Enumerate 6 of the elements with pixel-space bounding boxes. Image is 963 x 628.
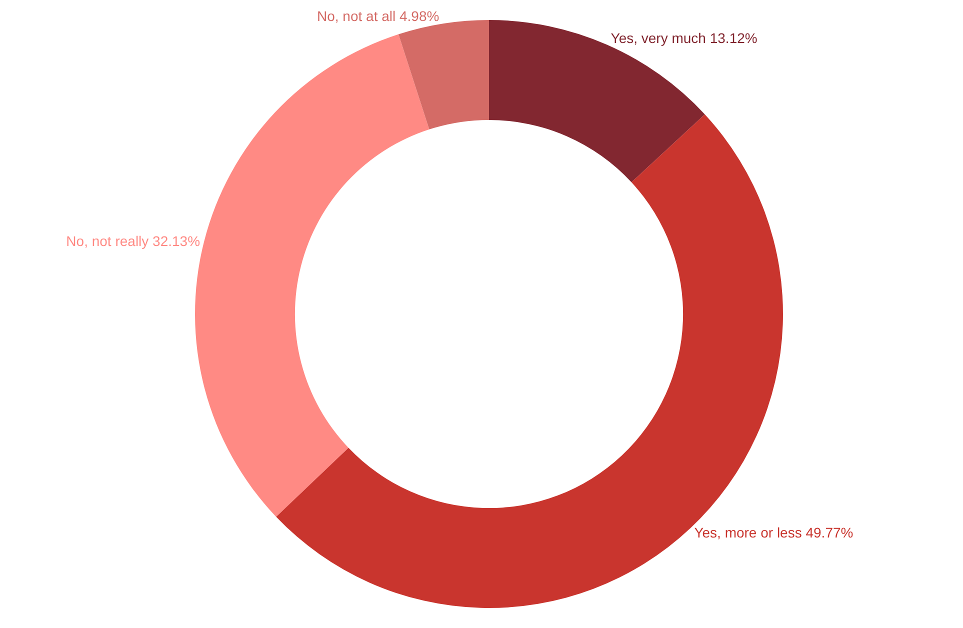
slice-label: Yes, very much 13.12%	[610, 30, 758, 46]
slice-label: Yes, more or less 49.77%	[694, 524, 854, 541]
slice-label: No, not really 32.13%	[66, 233, 200, 250]
donut-slice	[398, 20, 489, 130]
donut-slice	[489, 20, 705, 182]
slice-label: No, not at all 4.98%	[317, 8, 440, 24]
